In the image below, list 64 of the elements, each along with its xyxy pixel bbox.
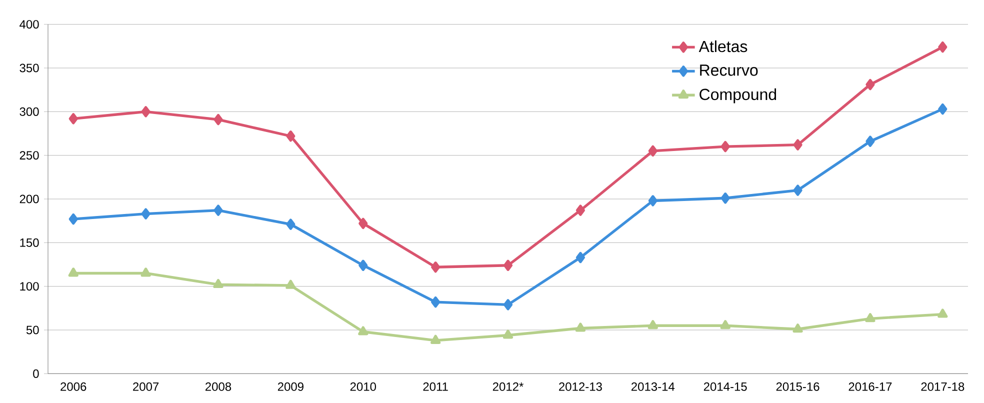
point <box>865 313 876 322</box>
x-tick-label: 2012* <box>492 382 524 391</box>
point <box>793 184 802 196</box>
x-tick-label: 2012-13 <box>559 382 602 391</box>
point <box>866 136 875 147</box>
point <box>576 204 585 216</box>
point <box>358 260 368 271</box>
point <box>214 204 223 216</box>
legend-label: Atletas <box>698 40 748 52</box>
point <box>648 320 658 330</box>
y-tick-label: 100 <box>20 282 39 291</box>
y-tick-label: 300 <box>20 107 39 116</box>
y-tick-label: 400 <box>20 20 39 29</box>
y-tick-label: 350 <box>20 64 39 72</box>
point <box>575 322 586 332</box>
point <box>502 330 514 339</box>
point <box>938 308 948 318</box>
point <box>866 78 875 90</box>
y-tick-label: 200 <box>20 194 39 204</box>
point <box>140 268 151 277</box>
point <box>430 334 441 344</box>
point <box>214 114 223 126</box>
x-tick-label: 2017-18 <box>921 382 964 391</box>
point <box>938 41 948 53</box>
x-tick-label: 2008 <box>206 382 232 391</box>
x-tick-label: 2009 <box>278 382 304 391</box>
point <box>792 324 803 333</box>
point <box>358 218 368 230</box>
x-tick-label: 2011 <box>423 382 448 391</box>
point <box>648 145 658 157</box>
x-tick-label: 2007 <box>133 382 159 391</box>
point <box>68 213 78 225</box>
x-tick-label: 2013-14 <box>631 382 675 391</box>
y-tick-label: 150 <box>20 238 39 247</box>
point <box>793 139 802 150</box>
legend-label: Compound <box>700 88 776 104</box>
y-tick-label: 0 <box>33 369 39 378</box>
point <box>358 326 368 336</box>
y-tick-label: 50 <box>26 326 39 334</box>
point <box>503 260 513 271</box>
point <box>68 268 78 277</box>
point <box>431 296 440 308</box>
point <box>720 140 730 152</box>
point <box>286 218 296 230</box>
point <box>286 280 296 289</box>
y-tick-label: 250 <box>20 151 39 160</box>
point <box>68 113 78 124</box>
point <box>213 278 224 288</box>
point <box>720 192 730 204</box>
x-tick-label: 2015-16 <box>776 382 820 391</box>
point <box>141 208 150 220</box>
x-tick-label: 2014-15 <box>704 382 747 391</box>
point <box>938 103 948 115</box>
x-tick-label: 2006 <box>60 382 86 391</box>
legend-label: Recurvo <box>700 64 758 76</box>
point <box>431 262 440 273</box>
point <box>720 320 730 330</box>
point <box>286 130 296 142</box>
x-tick-label: 2010 <box>350 382 376 391</box>
x-tick-label: 2016-17 <box>848 382 892 391</box>
point <box>141 106 150 118</box>
point <box>576 252 585 264</box>
point <box>648 195 658 206</box>
point <box>503 299 513 310</box>
